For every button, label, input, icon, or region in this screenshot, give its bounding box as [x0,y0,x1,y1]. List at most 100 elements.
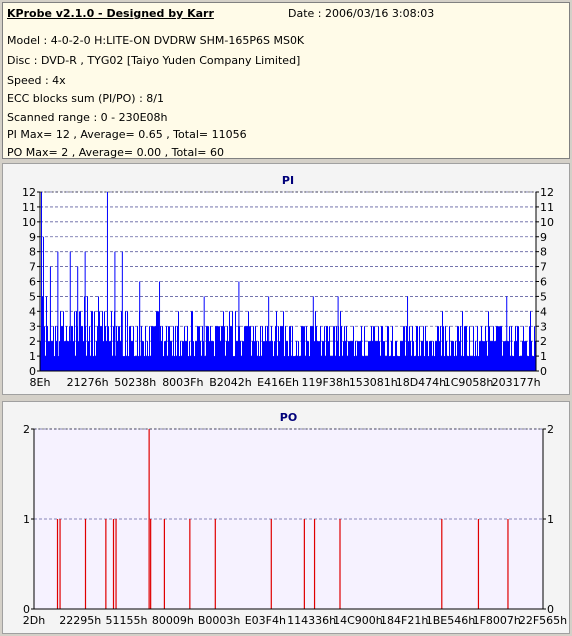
pi-bar [56,341,57,371]
pi-bar [401,341,402,371]
pi-bar [438,326,439,371]
pi-bar [222,326,223,371]
x-tick-label: 1C9058h [444,376,494,389]
pi-bar [331,356,332,371]
pi-bar [290,326,291,371]
pi-bar [160,326,161,371]
pi-bar [526,341,527,371]
pi-bar [277,356,278,371]
x-tick-label: 18D474h [396,376,446,389]
pi-bar [291,356,292,371]
pi-bar [124,356,125,371]
pi-bar [240,341,241,371]
pi-bar [363,356,364,371]
pi-bar [108,326,109,371]
pi-bar [332,356,333,371]
pi-bar [520,356,521,371]
pi-bar [439,341,440,371]
pi-spike [312,296,314,371]
pi-bar [355,341,356,371]
pi-bar [134,356,135,371]
pi-bar [303,326,304,371]
info-disc: Disc : DVD-R , TYG02 [Taiyo Yuden Compan… [7,54,301,67]
x-tick-label: 80009h [152,614,194,627]
pi-chart-panel: PI 0 0 1 1 2 2 3 3 4 4 5 5 6 6 7 7 8 8 9 9 10 10 11 11 12 12 8Eh 212… [2,163,570,395]
pi-bar [182,341,183,371]
pi-bar [531,341,532,371]
pi-bar [90,356,91,371]
y-tick-label-right: 6 [540,276,547,289]
y-tick-label-left: 10 [22,216,36,229]
pi-bar [299,356,300,371]
pi-bar [447,356,448,371]
pi-bar [450,356,451,371]
pi-bar [59,341,60,371]
pi-bar [295,356,296,371]
pi-bar [67,341,68,371]
pi-bar [199,326,200,371]
pi-bar [215,326,216,371]
pi-bar [300,356,301,371]
po-spike [59,519,61,609]
pi-bar [283,311,284,371]
pi-bar [156,311,157,371]
pi-bar [126,356,127,371]
pi-bar [441,356,442,371]
pi-bar [54,356,55,371]
pi-bar [391,341,392,371]
pi-bar [137,326,138,371]
pi-bar [479,341,480,371]
pi-bar [436,341,437,371]
pi-bar [325,356,326,371]
pi-bar [473,326,474,371]
pi-bar [60,311,61,371]
pi-bar [74,311,75,371]
pi-bar [525,341,526,371]
pi-bar [400,341,401,371]
pi-bar [202,326,203,371]
pi-bar [405,356,406,371]
info-pi-stats: PI Max= 12 , Average= 0.65 , Total= 1105… [7,128,247,141]
plot-area [34,429,543,609]
pi-bar [437,326,438,371]
pi-bar [420,356,421,371]
pi-bar [143,341,144,371]
pi-bar [502,356,503,371]
pi-bar [523,326,524,371]
pi-bar [226,341,227,371]
pi-bar [118,326,119,371]
pi-bar [177,326,178,371]
pi-bar [505,341,506,371]
pi-bar [472,356,473,371]
pi-bar [293,356,294,371]
pi-bar [245,326,246,371]
pi-bar [377,341,378,371]
pi-bar [515,326,516,371]
pi-bar [492,341,493,371]
pi-bar [375,341,376,371]
pi-bar [272,341,273,371]
pi-bar [465,326,466,371]
pi-bar [183,341,184,371]
pi-spike [42,236,44,371]
pi-bar [449,326,450,371]
pi-bar [217,326,218,371]
pi-bar [312,326,313,371]
pi-bar [190,356,191,371]
pi-bar [223,311,224,371]
pi-bar [329,326,330,371]
pi-bar [273,356,274,371]
pi-bar [174,356,175,371]
pi-bar [256,341,257,371]
pi-bar [510,356,511,371]
po-spike [105,519,107,609]
pi-bar [365,356,366,371]
bars-group [56,429,509,609]
x-tick-label: 50238h [114,376,156,389]
pi-bar [524,341,525,371]
pi-bar [83,341,84,371]
x-tick-label: 51155h [106,614,148,627]
pi-spike [238,281,240,371]
pi-bar [154,326,155,371]
